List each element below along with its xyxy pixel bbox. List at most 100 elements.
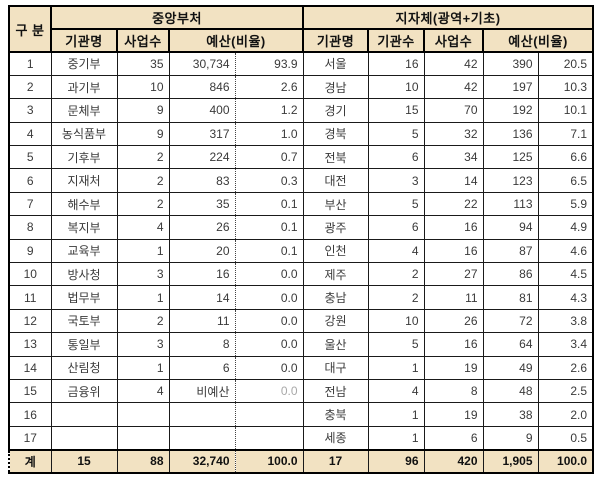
local-org-count-cell: 1 xyxy=(367,402,425,427)
central-budget-cell: 16 xyxy=(168,262,236,287)
central-project-count-cell xyxy=(116,425,170,451)
central-ratio-cell: 0.0 xyxy=(235,308,304,334)
table-row: 7 해수부 2 35 0.1 부산 5 22 113 5.9 xyxy=(8,191,595,217)
local-budget-cell: 64 xyxy=(482,332,539,357)
central-project-count-cell: 4 xyxy=(116,378,170,404)
central-group-header-cell: 중앙부처 xyxy=(49,5,305,30)
table-row: 3 문체부 9 400 1.2 경기 15 70 192 10.1 xyxy=(8,98,595,123)
central-ratio-cell: 93.9 xyxy=(235,51,304,76)
local-budget-cell: 48 xyxy=(482,378,539,404)
row-number-cell: 16 xyxy=(8,402,52,427)
local-agency-name-cell: 강원 xyxy=(302,308,369,334)
central-ratio-cell: 0.0 xyxy=(235,285,304,310)
local-agency-name-cell: 서울 xyxy=(302,51,369,76)
local-org-count-cell: 5 xyxy=(367,332,425,357)
local-budget-cell: 125 xyxy=(482,145,539,170)
central-ratio-cell xyxy=(235,425,304,451)
central-agency-name-cell: 국토부 xyxy=(50,308,118,334)
local-project-count-cell: 42 xyxy=(423,74,484,100)
row-number-cell: 4 xyxy=(8,121,52,147)
local-agency-name-header: 기관명 xyxy=(302,28,370,53)
local-org-count-cell: 10 xyxy=(367,74,425,100)
budget-table: 구 분 중앙부처 지자체(광역+기초) 기관명 사업수 예산(비율) 기관명 기… xyxy=(8,5,595,474)
row-number-cell: 2 xyxy=(8,74,52,100)
local-agency-name-cell: 울산 xyxy=(302,332,369,357)
local-ratio-cell: 7.1 xyxy=(537,121,595,147)
central-budget-cell: 14 xyxy=(168,285,236,310)
central-ratio-cell: 0.3 xyxy=(235,168,304,193)
local-ratio-cell: 3.4 xyxy=(537,332,595,357)
central-project-count-cell: 1 xyxy=(116,285,170,310)
table-footer: 계 15 88 32,740 100.0 17 96 420 1,905 100… xyxy=(8,448,595,474)
total-label-cell: 계 xyxy=(8,448,52,474)
local-budget-cell: 192 xyxy=(482,98,539,123)
central-agency-name-cell: 방사청 xyxy=(50,262,118,287)
local-org-count-cell: 5 xyxy=(367,191,425,217)
row-number-cell: 14 xyxy=(8,355,52,380)
local-org-count-cell: 16 xyxy=(367,51,425,76)
central-ratio-cell: 0.7 xyxy=(235,145,304,170)
local-org-count-cell: 1 xyxy=(367,355,425,380)
row-number-cell: 12 xyxy=(8,308,52,334)
central-budget-cell: 83 xyxy=(168,168,236,193)
local-org-count-cell: 6 xyxy=(367,215,425,240)
central-agency-name-cell: 법무부 xyxy=(50,285,118,310)
local-group-header-cell: 지자체(광역+기초) xyxy=(302,5,595,30)
row-number-cell: 5 xyxy=(8,145,52,170)
table-row: 4 농식품부 9 317 1.0 경북 5 32 136 7.1 xyxy=(8,121,595,147)
central-agency-name-cell: 교육부 xyxy=(50,238,118,264)
local-project-count-cell: 19 xyxy=(423,402,484,427)
local-org-count-cell: 4 xyxy=(367,238,425,264)
gubun-header-cell: 구 분 xyxy=(8,5,52,53)
table-row: 13 통일부 3 8 0.0 울산 5 16 64 3.4 xyxy=(8,332,595,357)
central-budget-cell: 26 xyxy=(168,215,236,240)
central-agency-name-cell xyxy=(50,402,118,427)
row-number-cell: 10 xyxy=(8,262,52,287)
local-project-count-cell: 19 xyxy=(423,355,484,380)
local-ratio-cell: 0.5 xyxy=(537,425,595,451)
local-org-count-cell: 1 xyxy=(367,425,425,451)
local-budget-cell: 81 xyxy=(482,285,539,310)
table-row: 5 기후부 2 224 0.7 전북 6 34 125 6.6 xyxy=(8,145,595,170)
central-total-ratio-cell: 100.0 xyxy=(235,448,304,474)
local-project-count-cell: 8 xyxy=(423,378,484,404)
total-row: 계 15 88 32,740 100.0 17 96 420 1,905 100… xyxy=(8,448,595,474)
sub-header-row: 기관명 사업수 예산(비율) 기관명 기관수 사업수 예산(비율) xyxy=(9,28,595,53)
local-agency-name-cell: 인천 xyxy=(302,238,369,264)
central-budget-cell: 6 xyxy=(168,355,236,380)
local-budget-cell: 123 xyxy=(482,168,539,193)
local-ratio-cell: 2.0 xyxy=(537,402,595,427)
central-budget-cell: 224 xyxy=(168,145,236,170)
central-budget-cell: 비예산 xyxy=(168,378,236,404)
local-org-count-cell: 2 xyxy=(367,285,425,310)
table-header: 구 분 중앙부처 지자체(광역+기초) 기관명 사업수 예산(비율) 기관명 기… xyxy=(8,5,595,53)
central-ratio-cell: 1.2 xyxy=(235,98,304,123)
table-row: 17 세종 1 6 9 0.5 xyxy=(8,425,595,451)
central-ratio-cell: 0.0 xyxy=(235,355,304,380)
central-project-count-cell: 4 xyxy=(116,215,170,240)
central-project-count-cell: 10 xyxy=(116,74,170,100)
central-budget-ratio-header: 예산(비율) xyxy=(167,28,305,53)
local-org-count-cell: 5 xyxy=(367,121,425,147)
local-agency-name-cell: 전남 xyxy=(302,378,369,404)
local-org-count-header: 기관수 xyxy=(367,28,426,53)
local-budget-cell: 390 xyxy=(482,51,539,76)
local-budget-cell: 87 xyxy=(482,238,539,264)
table-row: 15 금융위 4 비예산 0.0 전남 4 8 48 2.5 xyxy=(8,378,595,404)
central-budget-cell xyxy=(168,402,236,427)
local-project-count-cell: 11 xyxy=(423,285,484,310)
local-budget-cell: 197 xyxy=(482,74,539,100)
central-budget-cell: 35 xyxy=(168,191,236,217)
table-row: 8 복지부 4 26 0.1 광주 6 16 94 4.9 xyxy=(8,215,595,240)
local-budget-cell: 86 xyxy=(482,262,539,287)
central-agency-name-cell: 기후부 xyxy=(50,145,118,170)
local-ratio-cell: 2.6 xyxy=(537,355,595,380)
local-agency-name-cell: 제주 xyxy=(302,262,369,287)
local-ratio-cell: 4.5 xyxy=(537,262,595,287)
local-project-count-cell: 34 xyxy=(423,145,484,170)
central-project-count-header: 사업수 xyxy=(116,28,170,53)
local-project-count-cell: 32 xyxy=(423,121,484,147)
table-body: 1 중기부 35 30,734 93.9 서울 16 42 390 20.5 2… xyxy=(8,51,595,451)
central-agency-name-cell xyxy=(50,425,118,451)
